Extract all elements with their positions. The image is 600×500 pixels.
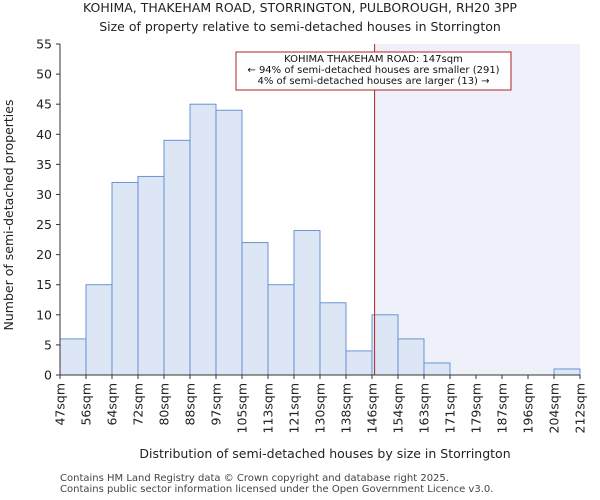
- chart-subtitle: Size of property relative to semi-detach…: [99, 19, 501, 34]
- bar-113sqm: [267, 284, 295, 376]
- x-tick-label: 88sqm: [183, 383, 198, 426]
- bar-64sqm: [111, 181, 139, 376]
- x-axis-ticks: 47sqm 56sqm 64sqm 72sqm 80sqm 88sqm 97sqm 105sq…: [53, 375, 588, 433]
- y-axis-ticks: 0 5 10 15 20 25 30 35 40 45 50 55: [36, 37, 60, 383]
- x-tick-label: 113sqm: [261, 383, 276, 433]
- bar-47sqm: [59, 338, 87, 376]
- y-tick-label: 0: [44, 368, 52, 383]
- y-tick-label: 20: [36, 247, 52, 262]
- bar-204sqm: [553, 368, 581, 376]
- y-tick-label: 10: [36, 307, 52, 322]
- bar-72sqm: [137, 175, 165, 376]
- y-tick-label: 50: [36, 67, 52, 82]
- x-tick-label: 72sqm: [131, 383, 146, 426]
- x-tick-label: 97sqm: [209, 383, 224, 426]
- bar-105sqm: [241, 242, 269, 376]
- x-tick-label: 130sqm: [313, 383, 328, 433]
- bar-80sqm: [163, 139, 191, 376]
- y-tick-label: 35: [36, 157, 52, 172]
- bar-146sqm: [371, 314, 399, 376]
- x-tick-label: 80sqm: [157, 383, 172, 426]
- x-tick-label: 105sqm: [235, 383, 250, 433]
- x-tick-label: 64sqm: [105, 383, 120, 426]
- x-tick-label: 154sqm: [391, 383, 406, 433]
- y-tick-label: 15: [36, 277, 52, 292]
- bar-138sqm: [345, 350, 373, 376]
- x-tick-label: 187sqm: [495, 383, 510, 433]
- y-tick-label: 5: [44, 337, 52, 352]
- x-tick-label: 56sqm: [79, 383, 94, 426]
- x-tick-label: 171sqm: [443, 383, 458, 433]
- annotation-line-3: 4% of semi-detached houses are larger (1…: [257, 76, 489, 87]
- x-tick-label: 179sqm: [469, 383, 484, 433]
- bars-group: [59, 103, 581, 376]
- larger-houses-highlight: [374, 44, 580, 375]
- y-tick-label: 30: [36, 187, 52, 202]
- x-tick-label: 204sqm: [547, 383, 562, 433]
- bar-121sqm: [293, 230, 321, 376]
- y-tick-label: 45: [36, 97, 52, 112]
- bar-56sqm: [85, 284, 113, 376]
- x-tick-label: 196sqm: [521, 383, 536, 433]
- bar-130sqm: [319, 302, 347, 376]
- x-tick-label: 146sqm: [365, 383, 380, 433]
- x-axis-label: Distribution of semi-detached houses by …: [139, 446, 510, 461]
- x-tick-label: 212sqm: [573, 383, 588, 433]
- x-tick-label: 138sqm: [339, 383, 354, 433]
- bar-154sqm: [397, 338, 425, 376]
- y-tick-label: 25: [36, 217, 52, 232]
- bar-97sqm: [215, 109, 243, 376]
- chart-title: KOHIMA, THAKEHAM ROAD, STORRINGTON, PULB…: [83, 0, 517, 15]
- x-tick-label: 121sqm: [287, 383, 302, 433]
- annotation-box: [235, 51, 512, 91]
- footer-line-1: Contains HM Land Registry data © Crown c…: [60, 473, 449, 484]
- annotation-line-2: ← 94% of semi-detached houses are smalle…: [247, 65, 499, 76]
- y-tick-label: 55: [36, 37, 52, 52]
- y-tick-label: 40: [36, 127, 52, 142]
- footer-line-2: Contains public sector information licen…: [60, 484, 494, 495]
- y-axis-label: Number of semi-detached properties: [1, 100, 16, 331]
- annotation-line-1: KOHIMA THAKEHAM ROAD: 147sqm: [284, 54, 463, 65]
- x-tick-label: 47sqm: [53, 383, 68, 426]
- bar-163sqm: [423, 362, 451, 376]
- x-tick-label: 163sqm: [417, 383, 432, 433]
- bar-88sqm: [189, 103, 217, 376]
